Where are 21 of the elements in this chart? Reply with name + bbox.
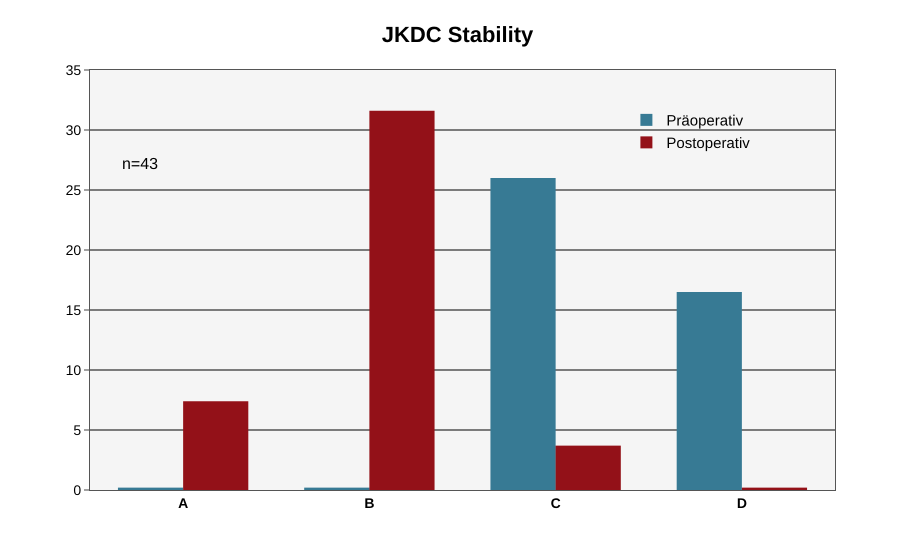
annotation: n=43 bbox=[122, 156, 158, 173]
y-tick-label: 30 bbox=[66, 122, 82, 138]
legend-label: Postoperativ bbox=[666, 135, 750, 152]
bar bbox=[490, 178, 556, 490]
bar bbox=[183, 401, 248, 490]
bar bbox=[556, 446, 621, 490]
y-tick-label: 35 bbox=[66, 62, 82, 78]
y-tick-label: 10 bbox=[66, 362, 82, 378]
chart-title: JKDC Stability bbox=[382, 22, 534, 48]
legend-label: Präoperativ bbox=[666, 112, 744, 130]
y-tick-label: 5 bbox=[73, 422, 82, 438]
bar bbox=[369, 110, 435, 490]
bar bbox=[676, 292, 742, 490]
y-tick-label: 0 bbox=[73, 482, 82, 498]
y-tick-label: 20 bbox=[66, 242, 82, 258]
x-tick-label: B bbox=[364, 494, 374, 511]
x-tick-label: C bbox=[550, 494, 561, 511]
x-tick-label: A bbox=[178, 494, 188, 511]
y-tick-label: 25 bbox=[66, 182, 82, 198]
y-tick-label: 15 bbox=[66, 302, 82, 318]
x-tick-label: D bbox=[736, 494, 747, 511]
